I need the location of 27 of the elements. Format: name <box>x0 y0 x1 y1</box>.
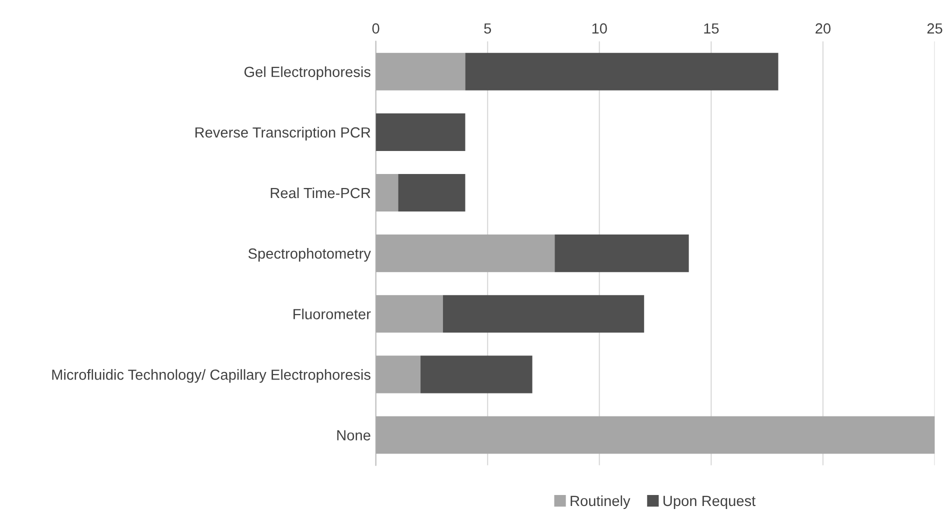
bar <box>465 52 778 90</box>
bar <box>376 52 466 90</box>
bar <box>376 113 466 151</box>
y-tick-label: Gel Electrophoresis <box>244 66 370 80</box>
bar <box>442 295 644 333</box>
legend-label: Upon Request <box>664 496 756 509</box>
y-tick-label: Spectrophotometry <box>248 248 371 262</box>
x-tick-label: 0 <box>372 23 380 34</box>
x-tick-label: 25 <box>927 23 942 34</box>
y-tick-label: Reverse Transcription PCR <box>195 126 370 141</box>
y-tick-label: Fluorometer <box>294 308 371 320</box>
x-tick-label: 15 <box>704 23 719 34</box>
y-tick-label: None <box>337 430 370 440</box>
bar <box>420 356 532 394</box>
y-tick-label: Real Time-PCR <box>270 187 370 198</box>
bar <box>398 174 466 212</box>
x-tick-label: 5 <box>484 23 492 34</box>
bar <box>376 295 443 333</box>
bar <box>376 416 935 454</box>
legend-label: Routinely <box>570 495 630 509</box>
bar <box>554 234 689 272</box>
bar <box>376 234 555 272</box>
x-tick-label: 10 <box>592 23 607 34</box>
bar <box>376 174 398 212</box>
y-tick-label: Microfluidic Technology/ Capillary Electrophoresis <box>52 369 370 383</box>
bar <box>376 356 421 394</box>
x-tick-label: 20 <box>816 23 831 34</box>
